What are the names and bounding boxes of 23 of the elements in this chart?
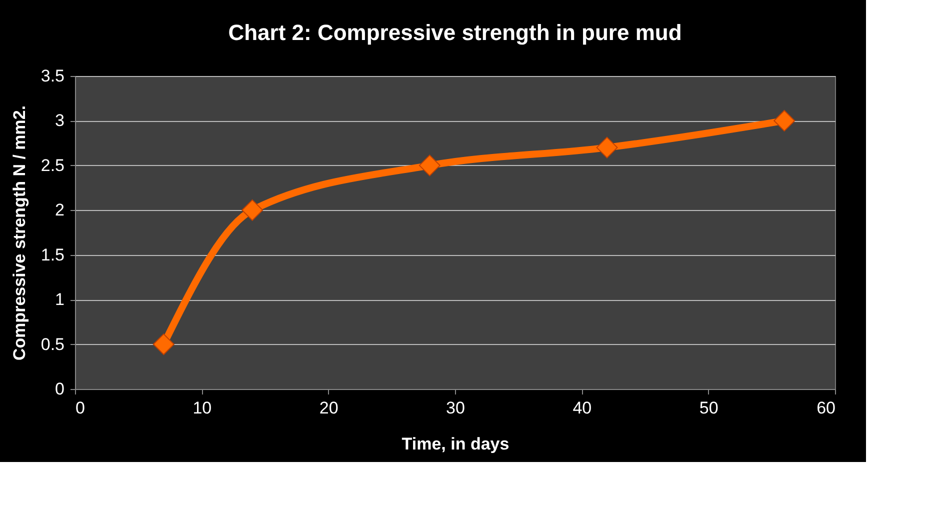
x-tick-label: 30	[446, 398, 465, 418]
y-tick-label: 2	[55, 200, 64, 220]
point	[774, 110, 796, 132]
y-tick-label: 3	[55, 111, 64, 130]
y-axis-title: Compressive strength N / mm2.	[10, 105, 29, 361]
chart-title: Chart 2: Compressive strength in pure mud	[228, 20, 682, 45]
x-tick-label: 60	[816, 398, 836, 418]
x-tick-label: 50	[699, 398, 718, 418]
x-tick-label: 10	[192, 398, 212, 418]
point	[242, 199, 264, 221]
x-tick-label: 0	[76, 398, 85, 418]
point	[418, 154, 440, 176]
point	[596, 136, 618, 158]
y-tick-label: 3.5	[40, 66, 64, 86]
y-tick-label: 0	[55, 380, 64, 398]
y-tick-label: 1.5	[40, 245, 64, 264]
x-tick-label: 40	[572, 398, 592, 418]
y-tick-label: 1	[55, 290, 64, 310]
y-tick-label: 2.5	[40, 156, 64, 175]
point	[152, 334, 174, 356]
x-axis-title: Time, in days	[402, 434, 510, 454]
x-tick-label: 20	[319, 398, 338, 418]
y-tick-label: 0.5	[40, 334, 64, 354]
